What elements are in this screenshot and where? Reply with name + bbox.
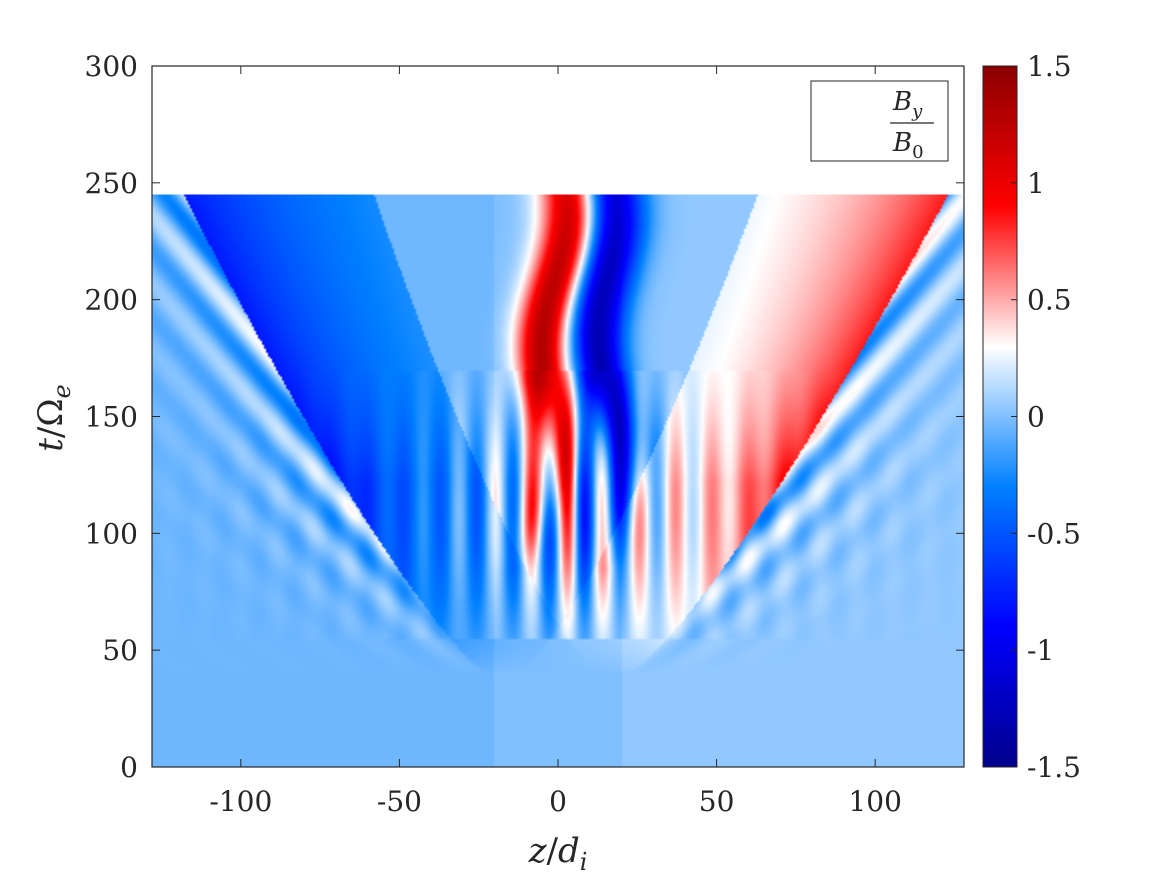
legend-box <box>810 80 949 162</box>
x-axis-label: z/di <box>528 831 588 875</box>
colorbar-tick-label: 1 <box>1027 167 1045 200</box>
colorbar-tick-label: 0.5 <box>1027 284 1072 317</box>
x-tick-label: 100 <box>848 785 901 818</box>
y-tick-label: 50 <box>102 634 138 667</box>
y-tick-label: 0 <box>120 751 138 784</box>
colorbar-ticks: -1.5 -1 -0.5 0 0.5 1 1.5 <box>1011 50 1081 784</box>
y-axis-label: t/Ωe <box>31 384 76 452</box>
colorbar-tick-label: -1 <box>1027 634 1054 667</box>
x-tick-label: 50 <box>699 785 735 818</box>
colorbar-tick-label: 0 <box>1027 401 1045 434</box>
y-tick-label: 300 <box>85 50 138 83</box>
x-axis-ticks: -100 -50 0 50 100 <box>209 66 902 818</box>
colorbar-tick-label: -0.5 <box>1027 517 1081 550</box>
y-tick-label: 100 <box>85 517 138 550</box>
colorbar: -1.5 -1 -0.5 0 0.5 1 1.5 <box>982 50 1081 784</box>
legend-numerator: By <box>892 87 923 122</box>
legend-denominator: B0 <box>892 128 924 163</box>
legend: By B0 <box>810 80 949 163</box>
heatmap-field <box>152 194 964 767</box>
y-tick-label: 200 <box>85 284 138 317</box>
y-tick-label: 150 <box>85 401 138 434</box>
y-tick-label: 250 <box>85 167 138 200</box>
colorbar-tick-label: -1.5 <box>1027 751 1081 784</box>
y-axis-ticks: 0 50 100 150 200 250 300 <box>85 50 964 784</box>
colorbar-tick-label: 1.5 <box>1027 50 1072 83</box>
x-tick-label: -100 <box>209 785 272 818</box>
x-tick-label: -50 <box>377 785 422 818</box>
x-tick-label: 0 <box>549 785 567 818</box>
